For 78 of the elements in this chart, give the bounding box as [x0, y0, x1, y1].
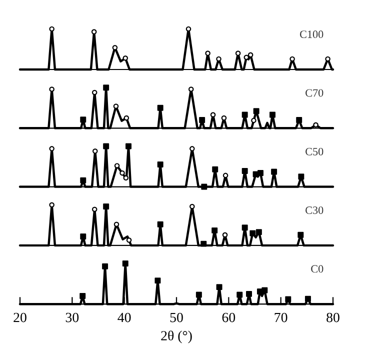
point: [113, 104, 119, 109]
point: [49, 202, 54, 208]
point: [200, 240, 207, 247]
point: [154, 278, 161, 284]
point: [103, 204, 110, 210]
point: [49, 86, 54, 92]
point: [221, 115, 227, 121]
point: [285, 296, 292, 302]
point: [210, 112, 216, 118]
point: [49, 26, 54, 32]
point: [186, 26, 192, 32]
point: [188, 86, 194, 92]
x-tick-label: 50: [170, 312, 183, 322]
point: [122, 260, 128, 267]
point: [80, 177, 86, 184]
point: [271, 168, 278, 175]
point: [102, 263, 108, 270]
x-tick-label: 20: [14, 312, 26, 322]
point: [112, 44, 118, 50]
point: [236, 292, 243, 298]
point: [242, 224, 248, 231]
point: [296, 117, 302, 124]
point: [258, 170, 264, 176]
point: [253, 108, 260, 114]
point: [250, 230, 256, 236]
point: [304, 296, 311, 302]
point: [262, 287, 268, 294]
point: [49, 146, 54, 152]
point: [242, 112, 248, 118]
point: [313, 122, 318, 128]
point: [92, 90, 98, 96]
point: [126, 238, 132, 243]
point: [270, 112, 276, 118]
series-label: C30: [306, 206, 324, 214]
point: [80, 116, 86, 123]
point: [80, 234, 86, 240]
point: [201, 184, 208, 190]
point: [298, 174, 304, 180]
point: [256, 229, 262, 236]
point: [92, 206, 98, 212]
series-label: C50: [306, 148, 324, 156]
text: C0: [311, 265, 324, 273]
point: [92, 148, 98, 154]
point: [103, 143, 110, 150]
point: [80, 292, 86, 299]
point: [114, 163, 120, 168]
x-tick-label: 70: [274, 312, 288, 322]
x-tick-label: 30: [66, 312, 79, 322]
point: [124, 115, 130, 121]
point: [122, 56, 128, 61]
text: C70: [306, 89, 324, 97]
point: [157, 162, 164, 168]
point: [91, 29, 97, 34]
point: [205, 50, 210, 56]
point: [251, 118, 256, 124]
x-axis-title: 2θ (°): [161, 330, 192, 344]
point: [157, 104, 164, 111]
point: [190, 146, 195, 152]
point: [199, 117, 206, 124]
point: [298, 232, 304, 238]
point: [114, 222, 120, 227]
point: [235, 50, 241, 56]
point: [196, 292, 202, 298]
point: [190, 204, 195, 210]
x-tick-label: 80: [326, 312, 340, 322]
x-tick-label: 40: [118, 312, 131, 322]
point: [123, 175, 129, 181]
point: [126, 143, 132, 150]
point: [242, 168, 248, 174]
point: [212, 227, 218, 234]
point: [216, 284, 222, 290]
x-tick-label: 60: [222, 312, 236, 322]
point: [157, 221, 164, 228]
series-label: C100: [300, 30, 324, 38]
point: [246, 290, 252, 297]
point: [120, 170, 125, 176]
point: [212, 166, 218, 172]
point: [103, 84, 110, 91]
